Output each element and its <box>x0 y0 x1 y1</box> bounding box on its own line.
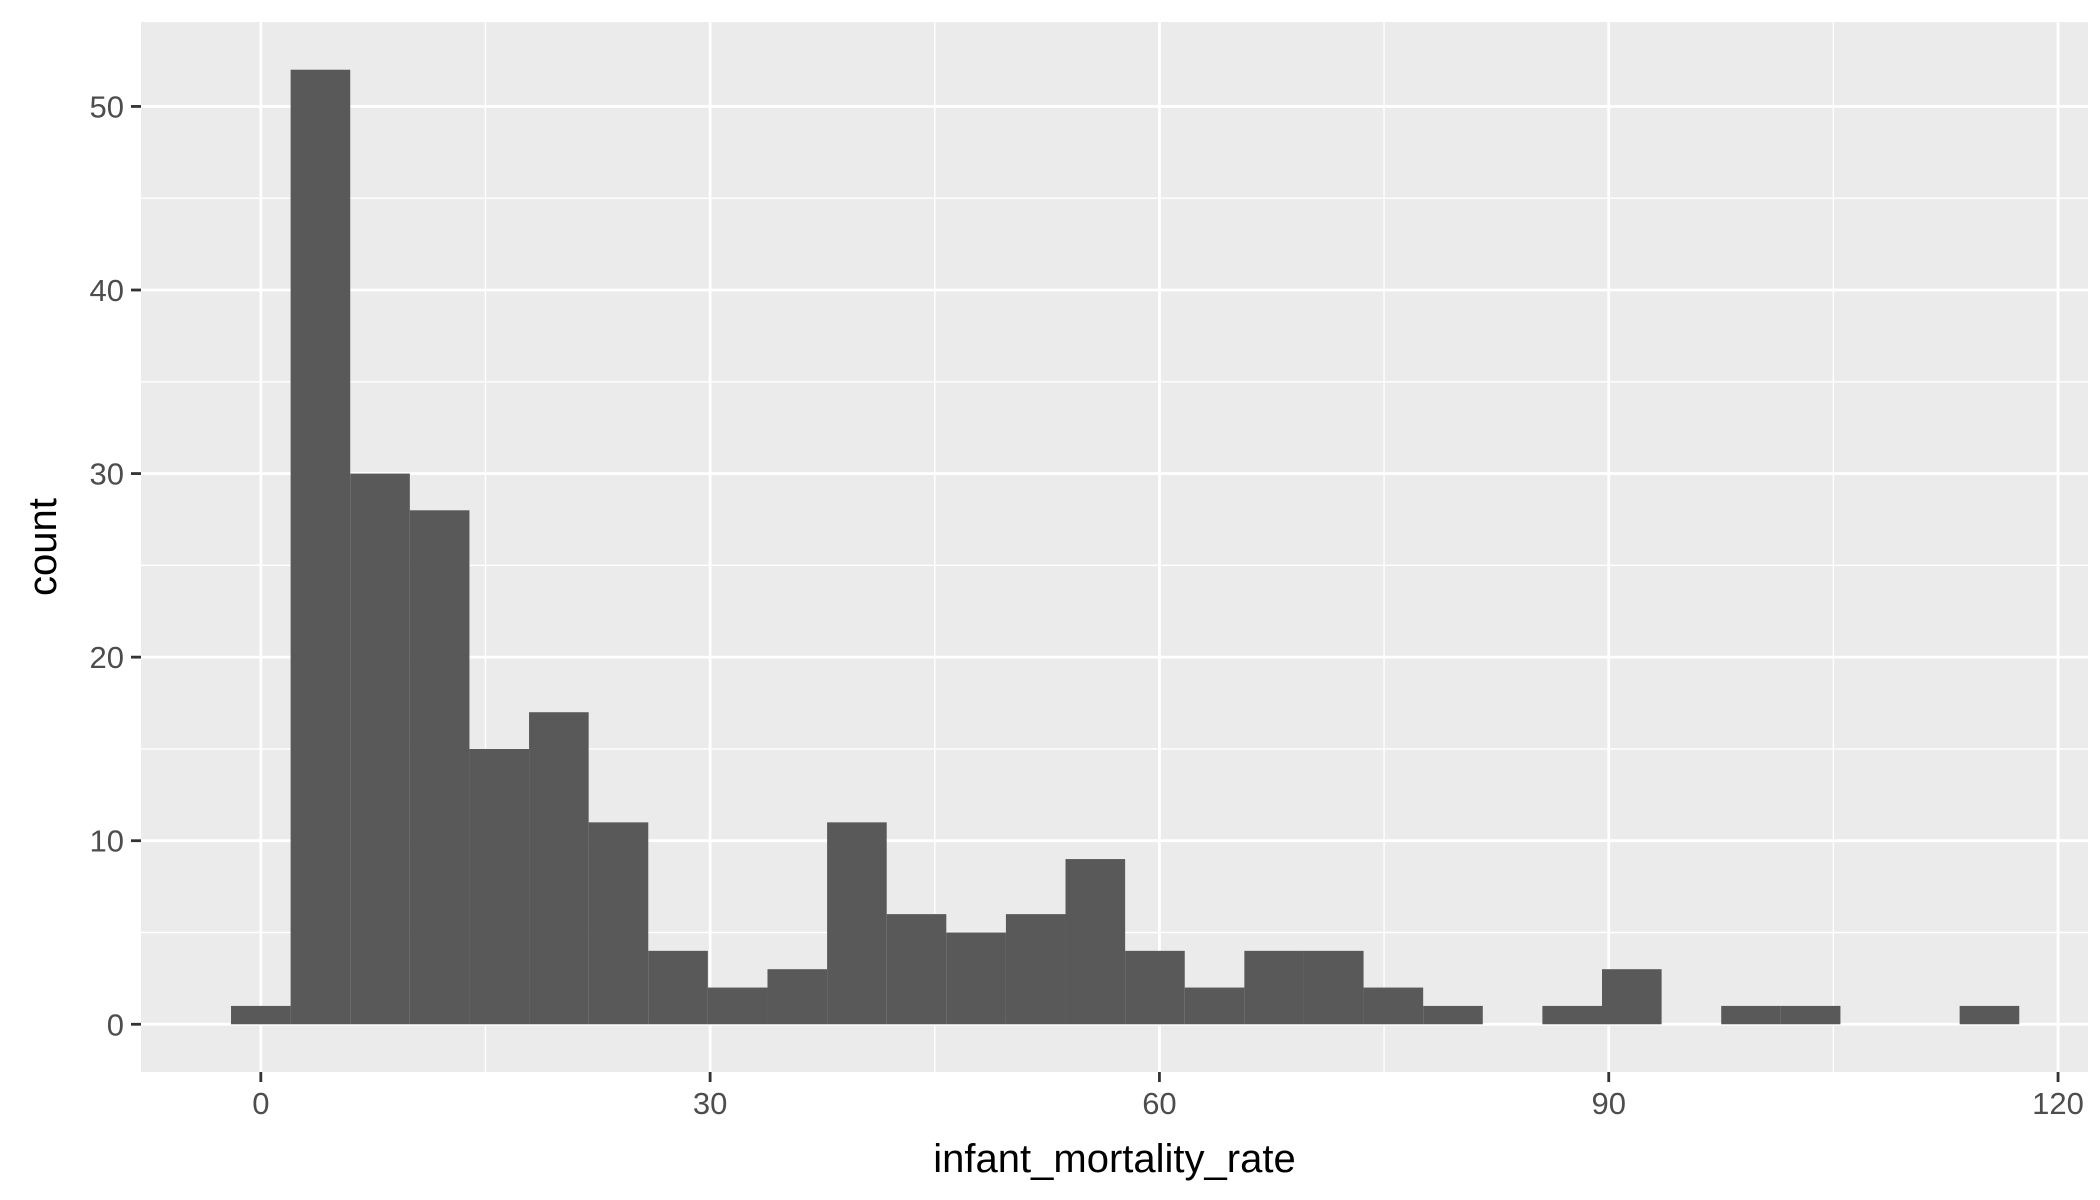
histogram-bar <box>946 932 1006 1025</box>
y-tick-label: 30 <box>90 457 124 492</box>
histogram-bar <box>1959 1005 2020 1025</box>
histogram-bar <box>409 510 470 1025</box>
histogram-bar <box>886 914 947 1025</box>
histogram-bars <box>231 69 2020 1025</box>
x-tick-label: 60 <box>1142 1086 1176 1121</box>
histogram-bar <box>1542 1005 1602 1025</box>
histogram-bar <box>1780 1005 1841 1025</box>
histogram-bar <box>1244 950 1304 1025</box>
histogram-bar <box>827 822 887 1025</box>
histogram-bar <box>469 748 530 1025</box>
y-tick-label: 40 <box>90 273 124 308</box>
histogram-bar <box>1601 969 1662 1025</box>
histogram-bar <box>350 473 410 1025</box>
histogram-bar <box>707 987 768 1025</box>
x-axis-title: infant_mortality_rate <box>933 1137 1295 1181</box>
histogram-bar <box>231 1005 291 1025</box>
minor-gridlines <box>141 22 2088 1072</box>
histogram-bar <box>648 950 708 1025</box>
histogram-bar <box>1721 1005 1781 1025</box>
histogram-bar <box>290 69 351 1025</box>
x-tick-label: 90 <box>1591 1086 1625 1121</box>
x-tick-label: 30 <box>693 1086 727 1121</box>
histogram-bar <box>1423 1005 1483 1025</box>
histogram-bar <box>1125 950 1185 1025</box>
histogram-bar <box>1065 859 1126 1025</box>
histogram-bar <box>1005 914 1066 1025</box>
histogram-bar <box>1363 987 1424 1025</box>
y-tick-label: 0 <box>107 1007 124 1042</box>
y-axis-ticks: 0 10 20 30 40 50 <box>90 89 141 1042</box>
y-tick-label: 20 <box>90 640 124 675</box>
y-tick-label: 50 <box>90 89 124 124</box>
y-tick-label: 10 <box>90 824 124 859</box>
histogram-bar <box>767 969 828 1025</box>
x-axis-ticks: 0 30 60 90 120 <box>252 1072 2084 1121</box>
histogram-bar <box>529 712 589 1025</box>
histogram-bar <box>1184 987 1245 1025</box>
y-axis-title: count <box>21 498 65 596</box>
histogram-bar <box>588 822 649 1025</box>
x-tick-label: 120 <box>2032 1086 2084 1121</box>
x-tick-label: 0 <box>252 1086 269 1121</box>
histogram-bar <box>1303 950 1364 1025</box>
